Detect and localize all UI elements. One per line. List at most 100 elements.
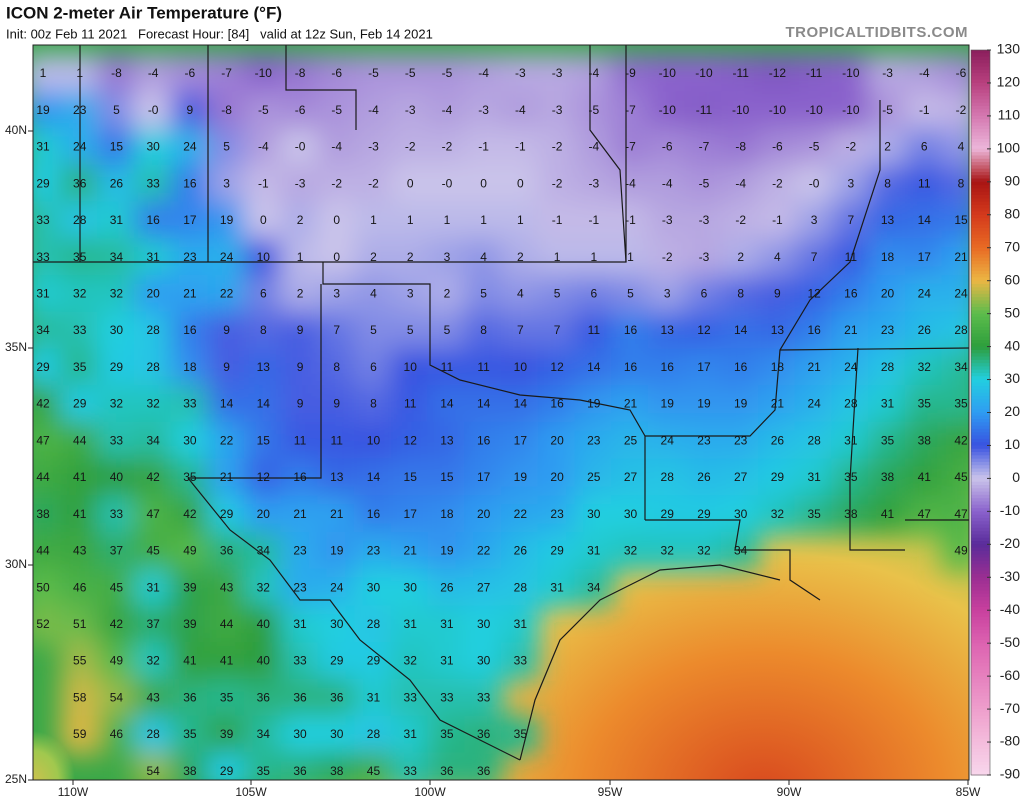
station-value: 1: [590, 250, 597, 264]
colorbar-swatch: [971, 504, 990, 509]
temperature-cell: [97, 91, 136, 131]
station-value: 29: [73, 397, 87, 411]
colorbar-swatch: [971, 577, 990, 582]
temperature-cell: [207, 715, 246, 755]
temperature-cell: [133, 274, 173, 314]
temperature-cell: [464, 752, 503, 780]
station-value: -4: [735, 176, 746, 190]
temperature-cell: [537, 421, 577, 461]
colorbar-swatch: [971, 247, 990, 252]
colorbar-swatch: [971, 379, 990, 384]
temperature-cell: [868, 91, 907, 131]
temperature-cell: [133, 532, 173, 571]
station-value: -8: [735, 140, 746, 154]
station-value: -3: [478, 103, 489, 117]
colorbar-swatch: [971, 593, 990, 598]
station-value: 39: [220, 727, 234, 741]
station-value: 4: [370, 286, 377, 300]
temperature-cell: [170, 421, 210, 461]
colorbar-swatch: [971, 86, 990, 91]
colorbar-swatch: [971, 761, 990, 766]
station-value: 1: [297, 250, 304, 264]
station-value: 42: [954, 433, 968, 447]
plot-area: 1 1 -8 -4 -6 -7 -10 -8 -6 -5 -5 -5 -4 -3 -3 -4 -9 -10 -10-…: [33, 45, 969, 780]
colorbar-swatch: [971, 188, 990, 193]
station-value: 38: [330, 764, 344, 778]
colorbar-swatch: [971, 425, 990, 430]
station-value: 21: [954, 250, 968, 264]
station-value: 8: [737, 286, 744, 300]
station-value: 14: [220, 397, 234, 411]
colorbar-swatch: [971, 742, 990, 746]
station-value: 2: [884, 140, 891, 154]
temperature-cell: [280, 495, 320, 534]
temperature-cell: [60, 495, 100, 534]
colorbar-swatch: [971, 218, 990, 222]
sw-warm-area: [33, 640, 153, 780]
colorbar-swatch: [971, 326, 990, 331]
temperature-cell: [280, 201, 320, 241]
colorbar-swatch: [971, 283, 990, 288]
station-value: 8: [333, 360, 340, 374]
station-value: 19: [220, 213, 234, 227]
temperature-cell: [904, 238, 944, 277]
station-value: 29: [110, 360, 124, 374]
station-value: 20: [881, 286, 895, 300]
station-value: 9: [774, 286, 781, 300]
temperature-cell: [684, 495, 724, 534]
state-borders: [33, 45, 969, 761]
station-value: 35: [918, 397, 932, 411]
station-value: 35: [440, 727, 454, 741]
temperature-cell: [758, 495, 797, 534]
colorbar-swatch: [971, 145, 990, 150]
station-value: 30: [330, 727, 344, 741]
station-value: 32: [146, 654, 160, 668]
temperature-cell: [170, 568, 210, 608]
temperature-cell: [390, 715, 430, 755]
temperature-cell: [684, 201, 724, 241]
colorbar-swatch: [971, 63, 990, 68]
colorbar-swatch: [971, 517, 990, 522]
temperature-cell: [133, 605, 173, 645]
station-value: 24: [330, 580, 344, 594]
station-value: 36: [440, 764, 454, 778]
station-value: -9: [625, 66, 636, 80]
temperature-cell: [243, 568, 283, 608]
colorbar-swatch: [971, 613, 990, 618]
station-value: 9: [223, 360, 230, 374]
temperature-cell: [97, 311, 136, 351]
station-value: 34: [36, 323, 50, 337]
colorbar-swatch: [971, 251, 990, 255]
temperature-cell: [207, 311, 246, 351]
station-value: 24: [954, 286, 968, 300]
temperature-cell: [280, 91, 320, 131]
temperature-cell: [868, 385, 907, 424]
station-value: 8: [884, 176, 891, 190]
station-value: 26: [514, 544, 528, 558]
temperature-cell: [647, 201, 687, 241]
temperature-cell: [831, 421, 871, 461]
temperature-cell: [904, 164, 944, 204]
station-value: 6: [260, 286, 267, 300]
temperature-cell: [611, 385, 650, 424]
station-value: -1: [478, 140, 489, 154]
temperature-cell: [574, 348, 614, 388]
colorbar-swatch: [971, 382, 990, 387]
colorbar-swatch: [971, 491, 990, 496]
station-value: 34: [146, 433, 160, 447]
colorbar-swatch: [971, 554, 990, 559]
station-value: 23: [697, 433, 711, 447]
temperature-cell: [941, 458, 969, 498]
colorbar-swatch: [971, 178, 990, 183]
colorbar-swatch: [971, 142, 990, 147]
station-value: -10: [842, 103, 860, 117]
temperature-cell: [280, 238, 320, 277]
station-value: 7: [517, 323, 524, 337]
colorbar-swatch: [971, 659, 990, 664]
temperature-cell: [904, 91, 944, 131]
temperature-cell: [868, 274, 907, 314]
station-value: 37: [146, 617, 160, 631]
temperature-cell: [33, 605, 63, 645]
temperature-cell: [684, 311, 724, 351]
temperature-cell: [97, 568, 136, 608]
